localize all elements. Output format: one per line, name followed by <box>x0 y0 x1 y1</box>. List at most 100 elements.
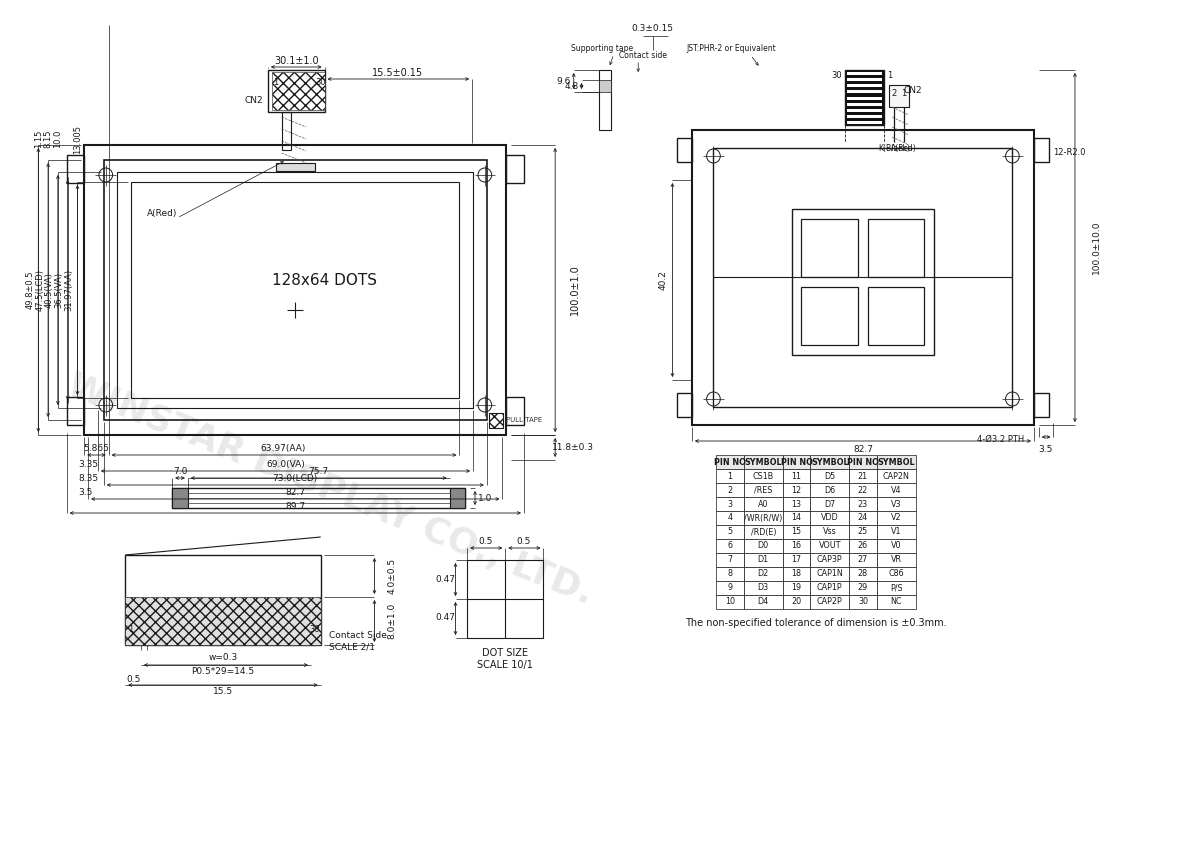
Bar <box>877 497 916 511</box>
Bar <box>847 90 882 93</box>
Text: 36.5(VA): 36.5(VA) <box>55 272 64 308</box>
Text: 30.1±1.0: 30.1±1.0 <box>274 56 318 66</box>
Text: CAP1N: CAP1N <box>816 569 844 578</box>
Bar <box>782 539 810 553</box>
Text: 27: 27 <box>858 556 868 564</box>
Bar <box>877 469 916 483</box>
Text: NC: NC <box>890 598 902 606</box>
Bar <box>716 497 744 511</box>
Text: 63.97(AA): 63.97(AA) <box>260 444 306 452</box>
Bar <box>877 595 916 609</box>
Text: CAP2P: CAP2P <box>817 598 842 606</box>
Text: 21: 21 <box>858 472 868 481</box>
Text: 1: 1 <box>727 472 732 481</box>
Bar <box>850 567 877 581</box>
Text: 2: 2 <box>727 486 733 494</box>
Text: Vss: Vss <box>823 527 836 536</box>
Bar <box>782 553 810 567</box>
Bar <box>847 121 882 124</box>
Text: Contact side: Contact side <box>619 51 667 60</box>
Text: 89.7: 89.7 <box>286 502 305 510</box>
Bar <box>850 511 877 525</box>
Text: 29: 29 <box>858 584 868 593</box>
Bar <box>782 525 810 539</box>
Text: 0.5: 0.5 <box>517 536 532 546</box>
Text: V1: V1 <box>890 527 901 536</box>
Text: 4: 4 <box>727 514 732 523</box>
Bar <box>810 567 850 581</box>
Bar <box>877 455 916 469</box>
Text: 15: 15 <box>792 527 802 536</box>
Bar <box>716 553 744 567</box>
Text: 100.0±10.0: 100.0±10.0 <box>1092 221 1100 274</box>
Text: 69.0(VA): 69.0(VA) <box>266 460 305 468</box>
Text: 3.5: 3.5 <box>1038 445 1052 454</box>
Text: 25: 25 <box>858 527 868 536</box>
Bar <box>744 553 782 567</box>
Bar <box>877 539 916 553</box>
Bar <box>847 84 882 88</box>
Bar <box>677 393 692 417</box>
Bar <box>810 483 850 497</box>
Text: PIN NO: PIN NO <box>714 457 746 466</box>
Bar <box>599 80 611 92</box>
Text: SCALE 2/1: SCALE 2/1 <box>329 642 374 652</box>
Text: 5: 5 <box>727 527 733 536</box>
Bar <box>716 539 744 553</box>
Bar <box>744 511 782 525</box>
Bar <box>782 595 810 609</box>
Bar <box>810 455 850 469</box>
Text: Contact Side: Contact Side <box>329 631 386 640</box>
Bar <box>276 163 314 171</box>
Bar <box>716 525 744 539</box>
Bar <box>847 103 882 105</box>
Bar <box>67 397 84 425</box>
Text: /RD(E): /RD(E) <box>750 527 776 536</box>
Bar <box>847 78 882 81</box>
Text: P0.5*29=14.5: P0.5*29=14.5 <box>192 668 254 676</box>
Text: CN2: CN2 <box>245 95 263 104</box>
Bar <box>850 525 877 539</box>
Bar <box>716 483 744 497</box>
Text: P/S: P/S <box>890 584 902 593</box>
Bar <box>268 70 324 112</box>
Text: PIN NO: PIN NO <box>847 457 878 466</box>
Text: 1: 1 <box>274 77 278 87</box>
Text: Supporting tape: Supporting tape <box>571 44 634 52</box>
Text: 30: 30 <box>832 71 842 79</box>
Bar <box>782 455 810 469</box>
Bar <box>692 130 1034 425</box>
Bar <box>889 85 908 107</box>
Text: D4: D4 <box>757 598 769 606</box>
Bar <box>847 72 882 75</box>
Bar <box>67 155 84 183</box>
Text: 10: 10 <box>725 598 736 606</box>
Text: 75.7: 75.7 <box>308 466 329 476</box>
Bar <box>782 483 810 497</box>
Text: D0: D0 <box>757 541 769 551</box>
Text: V3: V3 <box>890 499 901 509</box>
Bar <box>131 182 460 398</box>
Text: 100.0±1.0: 100.0±1.0 <box>570 264 580 316</box>
Bar <box>716 455 744 469</box>
Bar <box>714 148 1013 407</box>
Text: V2: V2 <box>890 514 901 523</box>
Text: D1: D1 <box>757 556 769 564</box>
Bar <box>716 567 744 581</box>
Text: SYMBOL: SYMBOL <box>877 457 914 466</box>
Bar <box>847 109 882 112</box>
Text: 7: 7 <box>727 556 733 564</box>
Text: CAP3P: CAP3P <box>817 556 842 564</box>
Bar <box>744 595 782 609</box>
Bar <box>716 511 744 525</box>
Text: 11.8±0.3: 11.8±0.3 <box>552 443 594 451</box>
Text: 1.15: 1.15 <box>34 130 43 148</box>
Text: A0: A0 <box>758 499 768 509</box>
Text: 47.5(LCD): 47.5(LCD) <box>35 269 44 311</box>
Bar <box>847 115 882 118</box>
Text: 31.97(AA): 31.97(AA) <box>65 269 73 311</box>
Text: 8.0±1.0: 8.0±1.0 <box>388 603 396 639</box>
Text: SYMBOL: SYMBOL <box>744 457 782 466</box>
Text: CN2: CN2 <box>904 86 923 94</box>
Bar <box>782 497 810 511</box>
